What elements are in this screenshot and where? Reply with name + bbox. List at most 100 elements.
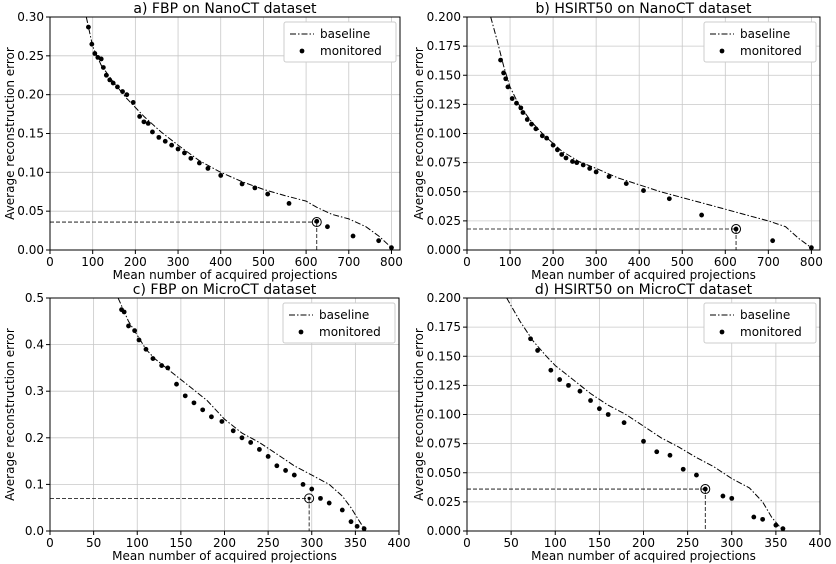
series-monitored-point <box>107 77 113 83</box>
legend-baseline-label: baseline <box>740 308 790 322</box>
series-monitored-point <box>557 377 563 382</box>
x-tick-label: 800 <box>380 255 403 269</box>
series-monitored-point <box>548 367 554 373</box>
series-monitored-point <box>529 121 534 127</box>
series-monitored-point <box>239 435 245 441</box>
x-tick-label: 700 <box>337 255 360 269</box>
x-tick-label: 0 <box>463 255 471 269</box>
series-monitored-point <box>100 65 106 70</box>
y-tick-label: 0.05 <box>17 204 44 218</box>
plot-frame <box>49 16 401 251</box>
x-tick-label: 300 <box>167 255 190 269</box>
highlight-ring <box>731 224 742 235</box>
y-axis-label: Average reconstruction error <box>412 47 426 220</box>
series-monitored-point <box>252 185 258 191</box>
legend: baseline monitored <box>283 21 397 63</box>
series-monitored-point <box>389 245 394 250</box>
series-monitored-point <box>501 70 506 76</box>
series-monitored-point <box>505 84 511 90</box>
x-tick-label: 200 <box>124 255 147 269</box>
series-monitored-point <box>318 495 323 501</box>
series-monitored-point <box>196 160 202 166</box>
series-monitored-point <box>300 482 306 487</box>
series-monitored-point <box>103 72 109 78</box>
series-monitored-point <box>169 142 175 148</box>
series-monitored-point <box>729 495 735 501</box>
series-monitored-point <box>348 519 354 525</box>
y-tick-label: 0.20 <box>17 88 44 102</box>
x-tick-label: 600 <box>295 255 318 269</box>
series-monitored-point <box>354 523 360 529</box>
series-monitored-point <box>274 463 280 469</box>
x-tick-label: 100 <box>126 536 149 550</box>
highlight-point <box>307 496 311 500</box>
series-monitored-point <box>350 233 356 239</box>
series-monitored-point <box>773 522 779 528</box>
x-tick-label: 300 <box>585 255 608 269</box>
series-monitored-point <box>110 80 116 86</box>
series-monitored-point <box>503 76 509 82</box>
x-tick-label: 250 <box>257 536 280 550</box>
series-monitored-point <box>98 56 104 62</box>
series-monitored-point <box>524 117 530 122</box>
x-tick-label: 800 <box>800 255 823 269</box>
series-monitored-point <box>219 419 225 424</box>
series-monitored-point <box>309 486 315 492</box>
series-monitored-point <box>150 356 156 361</box>
series-monitored-point <box>555 147 560 153</box>
legend-monitored-label: monitored <box>320 44 382 58</box>
series-monitored-point <box>159 363 165 368</box>
series-monitored-point <box>286 201 292 206</box>
y-tick-label: 0.175 <box>427 320 461 334</box>
series-monitored-point <box>751 514 757 520</box>
x-tick-label: 200 <box>213 536 236 550</box>
series-monitored-point <box>539 133 545 139</box>
series-monitored-point <box>550 142 556 148</box>
y-axis-label: Average reconstruction error <box>3 47 17 220</box>
series-monitored-point <box>680 466 686 472</box>
series-monitored-point <box>132 328 138 334</box>
x-tick-label: 500 <box>252 255 275 269</box>
y-tick-label: 0.5 <box>25 291 44 305</box>
x-tick-label: 100 <box>544 536 567 550</box>
grid <box>49 16 400 251</box>
series-monitored-point <box>150 129 155 135</box>
series-monitored-point <box>694 472 699 478</box>
legend: baseline monitored <box>282 302 396 344</box>
y-tick-label: 0.100 <box>427 127 461 141</box>
legend-monitored-label: monitored <box>740 44 802 58</box>
x-tick-label: 400 <box>628 255 651 269</box>
legend-box <box>703 21 817 63</box>
series-monitored-point <box>563 155 569 161</box>
series-monitored-point <box>182 150 187 156</box>
series-monitored-point <box>188 155 194 161</box>
series-monitored-point <box>120 89 125 94</box>
x-tick-label: 200 <box>632 536 655 550</box>
series-monitored-point <box>205 166 211 171</box>
y-tick-label: 0.3 <box>25 384 44 398</box>
x-tick-label: 350 <box>764 536 787 550</box>
series-monitored-point <box>587 166 593 171</box>
x-tick-label: 400 <box>209 255 232 269</box>
x-tick-label: 350 <box>344 536 367 550</box>
y-tick-label: 0.2 <box>25 431 44 445</box>
y-tick-label: 0.050 <box>427 466 461 480</box>
series-monitored-point <box>535 348 540 353</box>
series-monitored-point <box>533 126 539 132</box>
series-monitored-point <box>156 134 162 140</box>
series-monitored-point <box>570 159 575 164</box>
chart-d: 0 50 100 150 200 250 300 350 400 0.000 0.025 0.050 0… <box>412 282 831 563</box>
x-tick-label: 50 <box>503 536 518 550</box>
series-monitored-point <box>174 381 179 387</box>
series-monitored-point <box>137 114 143 119</box>
chart-a: 0 100 200 300 400 500 600 700 800 0.00 0.05 0.10 0.1… <box>3 1 403 282</box>
series-monitored-point <box>191 400 197 406</box>
x-tick-label: 150 <box>588 536 611 550</box>
x-axis-label: Mean number of acquired projections <box>531 549 756 563</box>
plot-frame <box>49 297 400 532</box>
x-tick-label: 200 <box>542 255 565 269</box>
chart-c: 0 50 100 150 200 250 300 350 400 0.0 0.1 0.2 0.3 0.4 0… <box>3 282 410 563</box>
chart-title: a) FBP on NanoCT dataset <box>133 1 317 17</box>
series-monitored-point <box>92 51 98 56</box>
